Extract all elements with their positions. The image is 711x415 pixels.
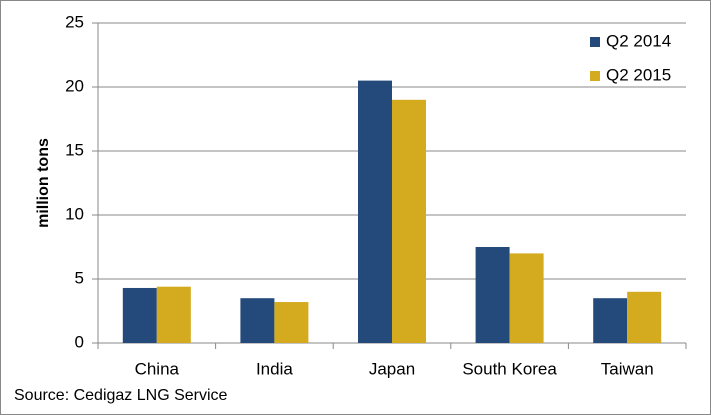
bar xyxy=(122,287,157,343)
x-tick-label: Japan xyxy=(369,359,415,378)
bar xyxy=(627,291,662,343)
x-tick-label: South Korea xyxy=(462,359,557,378)
bar xyxy=(274,302,309,343)
y-tick-label: 0 xyxy=(75,332,84,351)
source-note: Source: Cedigaz LNG Service xyxy=(14,387,228,404)
bar xyxy=(509,253,544,343)
legend-swatch xyxy=(590,71,600,81)
bar xyxy=(392,99,426,343)
y-tick-label: 5 xyxy=(75,268,84,287)
bar xyxy=(593,298,628,343)
x-tick-label: China xyxy=(135,359,180,378)
y-tick-label: 25 xyxy=(65,12,84,31)
y-tick-label: 20 xyxy=(65,76,84,95)
legend-swatch xyxy=(590,37,600,47)
bar xyxy=(240,298,275,343)
x-tick-label: Taiwan xyxy=(601,359,654,378)
bar xyxy=(156,286,191,343)
legend-label: Q2 2014 xyxy=(606,31,671,50)
bar xyxy=(358,80,392,343)
bar xyxy=(475,247,510,343)
legend-label: Q2 2015 xyxy=(606,65,671,84)
y-tick-label: 15 xyxy=(65,140,84,159)
y-tick-label: 10 xyxy=(65,204,84,223)
y-axis-label: million tons xyxy=(35,138,52,228)
x-tick-label: India xyxy=(256,359,293,378)
